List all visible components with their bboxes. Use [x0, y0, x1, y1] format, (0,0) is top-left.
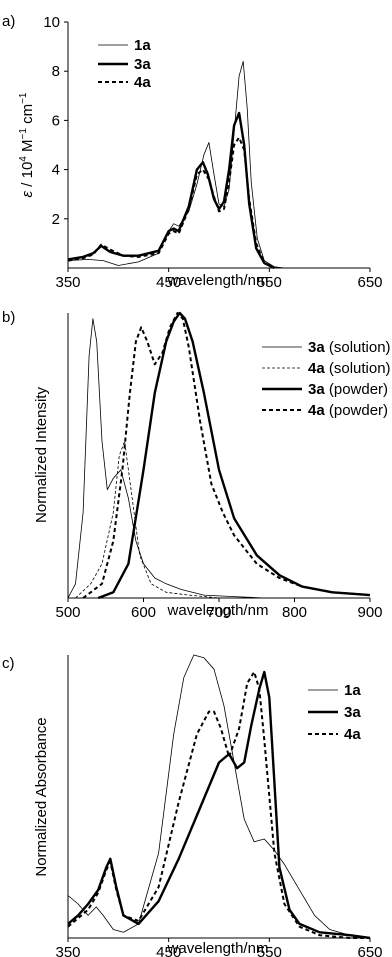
ylabel-exp1: 4 [18, 156, 29, 162]
series-line-3a [67, 111, 275, 270]
panel-a-y-axis-label: ε / 104 M−1 cm−1 [18, 92, 36, 197]
x-tick-label: 350 [55, 944, 80, 957]
series-line-4a--solution- [75, 440, 220, 599]
x-tick-label: 700 [206, 604, 231, 621]
panel-a-label: a) [2, 13, 15, 30]
ylabel-unit2: cm [19, 104, 36, 128]
series-line-1a [67, 61, 285, 269]
ylabel-exp3: −1 [18, 92, 29, 104]
panel-c-y-axis-label: Normalized Absorbance [33, 717, 50, 876]
ylabel-exp2: −1 [18, 128, 29, 140]
series-line-4a [67, 136, 275, 269]
legend-b-label-3a-powder: 3a (powder) [308, 381, 388, 398]
panel-a-legend: 1a 3a 4a [98, 37, 151, 91]
series-line-3a--powder- [97, 311, 371, 600]
panel-b-y-axis-label: Normalized Intensity [33, 387, 50, 523]
x-tick-label: 500 [55, 604, 80, 621]
panel-c-x-axis-label: wavelength/nm [167, 940, 269, 957]
series-line-3a--solution- [67, 318, 265, 599]
x-tick-label: 350 [55, 274, 80, 291]
panel-a: a) 350 450 550 650 2 4 6 8 10 wavelength/nm ε /… [2, 13, 383, 291]
ylabel-sep: / 10 [19, 162, 36, 191]
legend-a-label-4a: 4a [134, 74, 151, 91]
panel-b-label: b) [2, 309, 15, 326]
y-tick-label: 2 [52, 211, 60, 228]
y-tick-label: 6 [52, 112, 60, 129]
series-line-4a--powder- [82, 312, 371, 599]
y-tick-label: 8 [52, 63, 60, 80]
panel-c: c) 350 450 550 650 wavelength/nm Normalized… [2, 654, 383, 957]
panel-a-x-axis-label: wavelength/nm [167, 272, 269, 289]
panel-b-legend: 3a (solution) 4a (solution) 3a (powder) … [262, 339, 391, 419]
legend-c-label-3a: 3a [344, 704, 361, 721]
legend-a-label-1a: 1a [134, 37, 151, 54]
y-tick-label: 4 [52, 162, 60, 179]
y-tick-label: 10 [43, 14, 60, 31]
legend-b-label-3a-solution: 3a (solution) [308, 339, 391, 356]
legend-c-label-4a: 4a [344, 726, 361, 743]
epsilon-symbol: ε [19, 191, 36, 198]
ylabel-unit1: M [19, 139, 36, 156]
x-tick-label: 650 [357, 274, 382, 291]
x-tick-label: 600 [131, 604, 156, 621]
panel-c-legend: 1a 3a 4a [308, 682, 361, 743]
x-tick-label: 800 [282, 604, 307, 621]
x-tick-label: 550 [257, 944, 282, 957]
panel-c-label: c) [2, 655, 15, 672]
legend-b-label-4a-powder: 4a (powder) [308, 402, 388, 419]
x-tick-label: 650 [357, 944, 382, 957]
panel-b: b) 500 600 700 800 900 wavelength/nm Normali… [2, 309, 391, 621]
x-tick-label: 450 [156, 944, 181, 957]
series-line-4a [67, 671, 370, 939]
legend-a-label-3a: 3a [134, 56, 151, 73]
x-tick-label: 450 [156, 274, 181, 291]
series-line-1a [67, 654, 371, 939]
x-tick-label: 550 [257, 274, 282, 291]
panel-b-x-axis-label: wavelength/nm [167, 602, 269, 619]
legend-c-label-1a: 1a [344, 682, 361, 699]
x-tick-label: 900 [357, 604, 382, 621]
legend-b-label-4a-solution: 4a (solution) [308, 360, 391, 377]
